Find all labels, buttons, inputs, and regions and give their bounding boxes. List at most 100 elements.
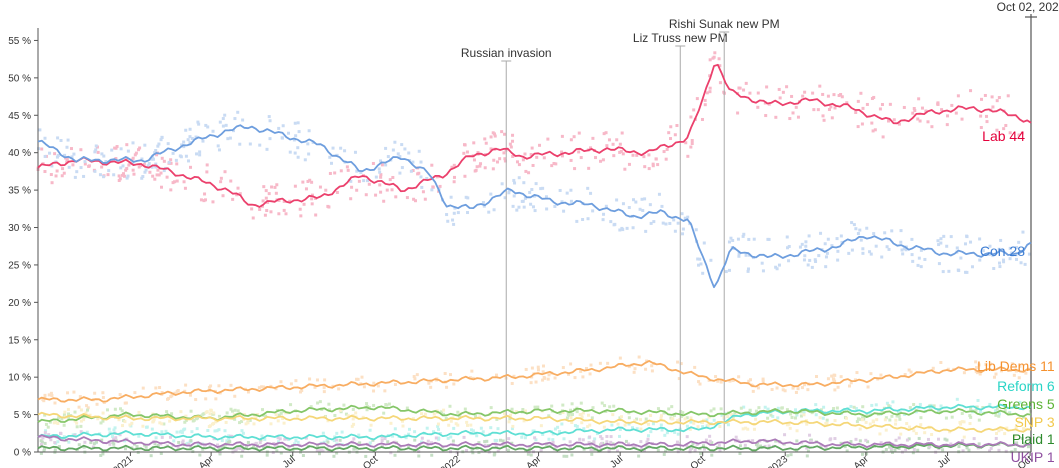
poll-dot-lab bbox=[517, 163, 521, 167]
poll-dot-reform bbox=[914, 410, 918, 414]
poll-dot-snp bbox=[73, 419, 77, 423]
poll-dot-plaid bbox=[326, 440, 330, 444]
poll-dot-greens bbox=[260, 408, 264, 412]
poll-dot-con bbox=[452, 211, 456, 215]
poll-dot-con bbox=[652, 220, 656, 224]
poll-dot-lib-dems bbox=[376, 384, 380, 388]
poll-dot-snp bbox=[465, 420, 469, 424]
poll-dot-greens bbox=[233, 408, 237, 412]
poll-dot-con bbox=[238, 142, 242, 146]
poll-dot-plaid bbox=[759, 444, 763, 448]
poll-dot-lab bbox=[767, 102, 771, 106]
poll-dot-lab bbox=[503, 132, 507, 136]
poll-dot-lab bbox=[822, 118, 826, 122]
poll-dot-ukip bbox=[352, 437, 356, 441]
poll-dot-ukip bbox=[1028, 437, 1032, 441]
poll-dot-ukip bbox=[703, 447, 707, 451]
poll-dot-lib-dems bbox=[167, 396, 171, 400]
poll-dot-lib-dems bbox=[158, 386, 162, 390]
poll-dot-con bbox=[541, 186, 545, 190]
poll-dot-reform bbox=[534, 438, 538, 442]
poll-dot-con bbox=[154, 165, 158, 169]
poll-dot-con bbox=[398, 155, 402, 159]
poll-dot-con bbox=[268, 119, 272, 123]
poll-dot-plaid bbox=[524, 449, 528, 453]
poll-dot-snp bbox=[508, 413, 512, 417]
poll-dot-lib-dems bbox=[761, 379, 765, 383]
poll-dot-snp bbox=[296, 414, 300, 418]
poll-dot-lab bbox=[160, 156, 164, 160]
poll-dot-ukip bbox=[337, 444, 341, 448]
poll-dot-con bbox=[121, 164, 125, 168]
poll-dot-con bbox=[307, 129, 311, 133]
poll-dot-reform bbox=[241, 431, 245, 435]
poll-dot-snp bbox=[447, 423, 451, 427]
poll-dot-snp bbox=[883, 418, 887, 422]
poll-dot-reform bbox=[928, 406, 932, 410]
poll-dot-lab bbox=[465, 150, 469, 154]
poll-dot-lab bbox=[821, 114, 825, 118]
poll-dot-con bbox=[331, 146, 335, 150]
poll-dot-reform bbox=[547, 437, 551, 441]
poll-dot-snp bbox=[586, 425, 590, 429]
poll-dot-greens bbox=[264, 414, 268, 418]
poll-dot-ukip bbox=[879, 441, 883, 445]
poll-dot-con bbox=[104, 159, 108, 163]
poll-dot-ukip bbox=[501, 443, 505, 447]
poll-dot-lab bbox=[552, 161, 556, 165]
poll-dot-lab bbox=[502, 151, 506, 155]
poll-dot-con bbox=[241, 118, 245, 122]
poll-dot-ukip bbox=[381, 444, 385, 448]
poll-dot-con bbox=[615, 198, 619, 202]
poll-dot-con bbox=[522, 205, 526, 209]
poll-dot-plaid bbox=[471, 451, 475, 455]
poll-dot-ukip bbox=[905, 438, 909, 442]
poll-dot-con bbox=[752, 237, 756, 241]
poll-dot-lib-dems bbox=[217, 384, 221, 388]
poll-dot-con bbox=[534, 182, 538, 186]
poll-dot-snp bbox=[75, 421, 79, 425]
poll-dot-reform bbox=[217, 428, 221, 432]
poll-dot-snp bbox=[346, 414, 350, 418]
poll-dot-snp bbox=[274, 413, 278, 417]
poll-dot-lab bbox=[345, 165, 349, 169]
poll-dot-con bbox=[102, 154, 106, 158]
poll-dot-lab bbox=[818, 84, 822, 88]
poll-dot-lib-dems bbox=[260, 385, 264, 389]
poll-dot-snp bbox=[209, 408, 213, 412]
poll-dot-reform bbox=[1018, 400, 1022, 404]
poll-dot-lab bbox=[801, 94, 805, 98]
poll-dot-lab bbox=[969, 89, 973, 93]
poll-dot-lib-dems bbox=[869, 372, 873, 376]
poll-dot-lab bbox=[157, 173, 161, 177]
poll-dot-con bbox=[686, 215, 690, 219]
poll-dot-lab bbox=[811, 91, 815, 95]
poll-dot-con bbox=[258, 143, 262, 147]
poll-dot-lab bbox=[529, 153, 533, 157]
poll-dot-greens bbox=[387, 402, 391, 406]
poll-dot-lab bbox=[861, 106, 865, 110]
poll-dot-snp bbox=[1013, 434, 1017, 438]
poll-dot-con bbox=[146, 164, 150, 168]
poll-dot-con bbox=[602, 212, 606, 216]
poll-dot-greens bbox=[895, 414, 899, 418]
poll-dot-lab bbox=[524, 169, 528, 173]
poll-dot-lab bbox=[689, 115, 693, 119]
poll-dot-con bbox=[328, 155, 332, 159]
poll-dot-lab bbox=[122, 174, 126, 178]
poll-dot-con bbox=[107, 169, 111, 173]
poll-dot-snp bbox=[514, 410, 518, 414]
poll-dot-lab bbox=[713, 51, 717, 55]
poll-dot-ukip bbox=[112, 437, 116, 441]
poll-dot-lab bbox=[602, 132, 606, 136]
poll-dot-ukip bbox=[829, 437, 833, 441]
poll-dot-lib-dems bbox=[372, 381, 376, 385]
poll-dot-reform bbox=[689, 420, 693, 424]
y-tick-label: 50 % bbox=[8, 73, 31, 84]
poll-dot-lib-dems bbox=[160, 391, 164, 395]
poll-dot-con bbox=[43, 136, 47, 140]
poll-dot-con bbox=[194, 135, 198, 139]
poll-dot-snp bbox=[894, 418, 898, 422]
poll-dot-lib-dems bbox=[308, 377, 312, 381]
poll-dot-lib-dems bbox=[770, 388, 774, 392]
